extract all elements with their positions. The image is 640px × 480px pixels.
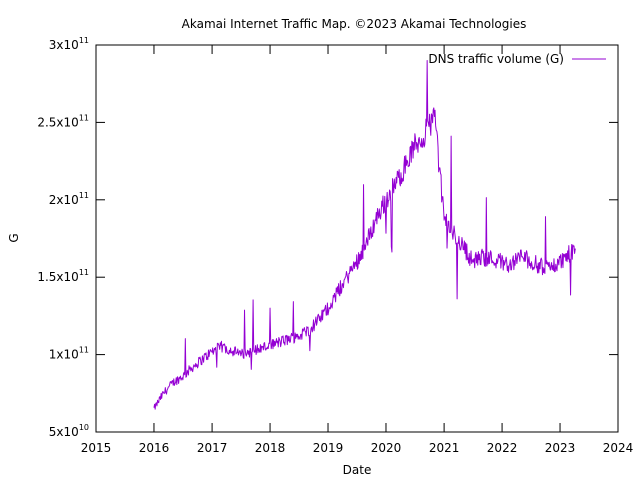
y-axis-title: G: [7, 233, 21, 242]
x-axis: 2015 2016 2017 2018 2019 2020 2021 2022 2023 2024: [81, 45, 634, 455]
series-layer: [153, 59, 576, 410]
legend-label: DNS traffic volume (G): [428, 52, 564, 66]
x-tick-label: 2015: [81, 441, 112, 455]
x-tick-label: 2024: [603, 441, 634, 455]
y-tick-label: 1x1011: [49, 346, 89, 362]
y-tick-mantissa: 2x10: [49, 193, 79, 207]
y-tick-mantissa: 3x10: [49, 38, 79, 52]
chart-title: Akamai Internet Traffic Map. ©2023 Akama…: [182, 17, 527, 31]
y-tick-exponent: 10: [79, 423, 89, 432]
y-tick-label: 2.5x1011: [37, 113, 89, 129]
x-tick-label: 2018: [255, 441, 286, 455]
y-tick-label: 2x1011: [49, 191, 89, 207]
x-tick-label: 2017: [197, 441, 228, 455]
x-tick-label: 2020: [371, 441, 402, 455]
plot-area-frame: [95, 44, 619, 433]
y-tick-mantissa: 5x10: [49, 425, 79, 439]
y-tick-exponent: 11: [79, 191, 89, 200]
x-tick-label: 2016: [139, 441, 170, 455]
y-tick-mantissa: 2.5x10: [37, 115, 78, 129]
y-tick-mantissa: 1.5x10: [37, 270, 78, 284]
series-line: [153, 59, 576, 410]
y-tick-mantissa: 1x10: [49, 348, 79, 362]
y-tick-exponent: 11: [79, 268, 89, 277]
y-tick-label: 5x1010: [49, 423, 89, 439]
x-tick-label: 2021: [429, 441, 460, 455]
x-tick-label: 2022: [487, 441, 518, 455]
y-tick-exponent: 11: [79, 346, 89, 355]
y-tick-label: 3x1011: [49, 36, 89, 52]
legend: DNS traffic volume (G): [428, 52, 606, 66]
y-tick-exponent: 11: [79, 113, 89, 122]
x-tick-label: 2023: [545, 441, 576, 455]
x-tick-label: 2019: [313, 441, 344, 455]
x-axis-title: Date: [343, 463, 372, 477]
y-tick-label: 1.5x1011: [37, 268, 89, 284]
y-tick-exponent: 11: [79, 36, 89, 45]
